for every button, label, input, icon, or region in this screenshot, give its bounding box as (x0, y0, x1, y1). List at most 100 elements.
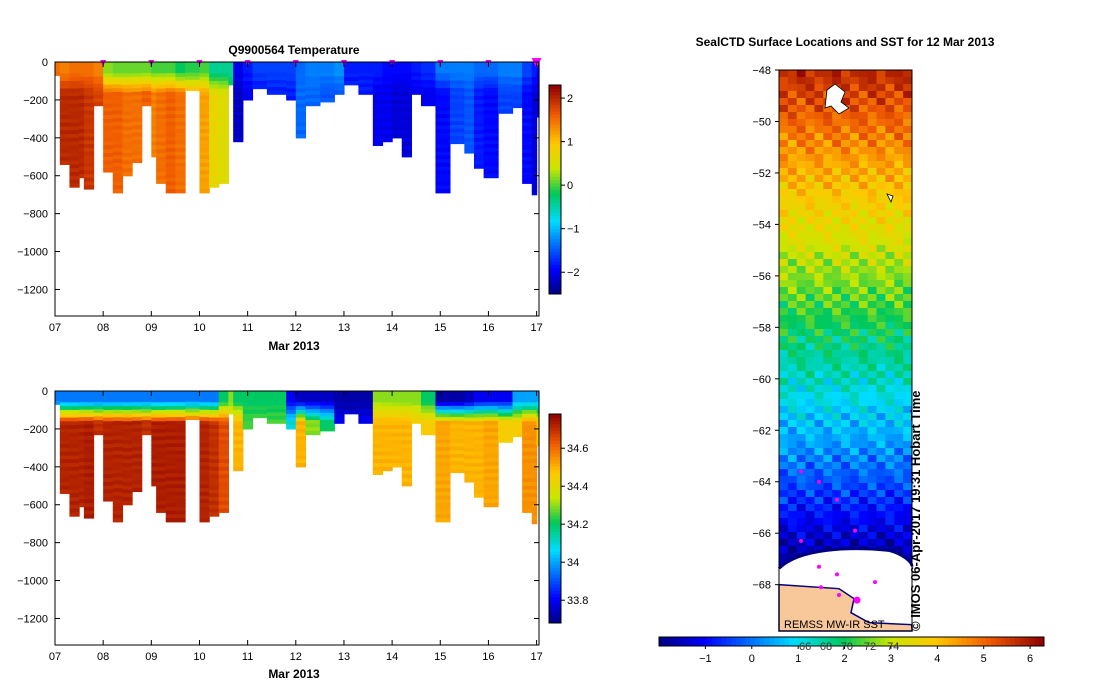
profile-cell (372, 134, 384, 139)
profile-cell (122, 394, 133, 400)
sst-cell (867, 497, 878, 505)
profile-cell (334, 394, 345, 399)
colorbar-swatch (549, 133, 561, 138)
sst-cell (885, 189, 895, 197)
sst-cell (876, 343, 886, 351)
sst-cell (858, 504, 869, 512)
sst-cell (796, 511, 807, 519)
profile-cell (69, 62, 80, 67)
profile-cell (401, 444, 412, 449)
sst-cell (885, 504, 895, 512)
profile-cell (83, 480, 95, 485)
profile-cell (218, 152, 229, 158)
profile-cell (156, 444, 167, 449)
profile-cell (483, 136, 499, 141)
sst-cell (885, 518, 895, 526)
sst-cell (849, 469, 860, 477)
profile-cell (295, 432, 307, 438)
sst-colorbar-swatch (663, 637, 670, 646)
profile-cell (79, 91, 85, 97)
sst-cell (823, 427, 833, 435)
y-tick-label: −400 (23, 133, 48, 145)
x-tick-label: 10 (193, 322, 205, 334)
sst-cell (841, 112, 851, 120)
sst-cell (787, 399, 798, 407)
sst-cell (805, 490, 815, 498)
sst-cell (894, 413, 904, 421)
sst-cell (823, 119, 833, 127)
sst-colorbar-swatch (875, 637, 881, 646)
profile-cell (112, 125, 124, 130)
profile-cell (228, 409, 234, 415)
sst-cell (779, 336, 789, 344)
sst-cell (832, 343, 842, 351)
profile-cell (55, 400, 61, 405)
profile-cell (122, 130, 133, 135)
profile-cell (512, 428, 523, 434)
profile-cell (122, 149, 133, 154)
sst-cell (796, 203, 807, 211)
sst-cell (876, 147, 886, 155)
x-tick-label: 13 (338, 322, 350, 334)
profile-cell (209, 500, 220, 506)
profile-cell (473, 84, 485, 90)
sst-colorbar-swatch (683, 637, 689, 646)
profile-cell (401, 474, 412, 479)
profile-cell (435, 65, 451, 71)
profile-cell (228, 402, 234, 407)
profile-cell (103, 481, 114, 487)
profile-cell (122, 432, 133, 438)
sst-cell (787, 203, 798, 211)
colorbar-swatch (549, 212, 561, 217)
profile-cell (483, 62, 499, 67)
profile-cell (79, 65, 85, 71)
profile-cell (512, 62, 523, 67)
profile-cell (531, 478, 538, 483)
profile-cell (122, 69, 133, 74)
sst-cell (849, 84, 860, 92)
sst-cell (779, 539, 789, 547)
sst-cell (841, 140, 851, 148)
profile-cell (401, 126, 412, 131)
profile-cell (93, 412, 104, 418)
sst-cell (823, 413, 833, 421)
profile-cell (69, 394, 80, 400)
profile-cell (233, 425, 244, 430)
sst-cell (867, 420, 878, 428)
sst-cell (885, 469, 895, 477)
profile-cell (498, 62, 514, 67)
profile-cell (401, 77, 412, 82)
sst-cell (876, 294, 886, 302)
profile-cell (401, 69, 412, 74)
profile-cell (83, 159, 95, 164)
sst-cell (885, 490, 895, 498)
profile-cell (392, 111, 403, 116)
profile-cell (83, 185, 95, 190)
sst-cell (894, 98, 904, 106)
sst-cell (832, 147, 842, 155)
seal-surface-point (835, 497, 839, 502)
profile-cell (392, 447, 403, 453)
profile-cell (199, 458, 210, 463)
seal-surface-point (817, 564, 821, 569)
profile-cell (122, 126, 133, 131)
profile-cell (531, 130, 538, 135)
sst-cell (787, 434, 798, 442)
profile-cell (83, 476, 95, 482)
x-tick-label: 14 (386, 651, 398, 663)
sst-cell (823, 273, 833, 281)
profile-cell (69, 406, 80, 411)
sst-cell (814, 175, 824, 183)
profile-cell (218, 444, 229, 449)
sst-cell (858, 455, 869, 463)
profile-cell (401, 463, 412, 468)
profile-cell (449, 113, 465, 119)
profile-cell (156, 179, 167, 184)
profile-cell (464, 432, 475, 438)
sst-cell (779, 175, 789, 183)
profile-cell (199, 488, 210, 493)
profile-cell (165, 499, 176, 504)
profile-cell (522, 84, 533, 90)
colorbar-swatch (549, 472, 561, 477)
sst-cell (858, 273, 869, 281)
